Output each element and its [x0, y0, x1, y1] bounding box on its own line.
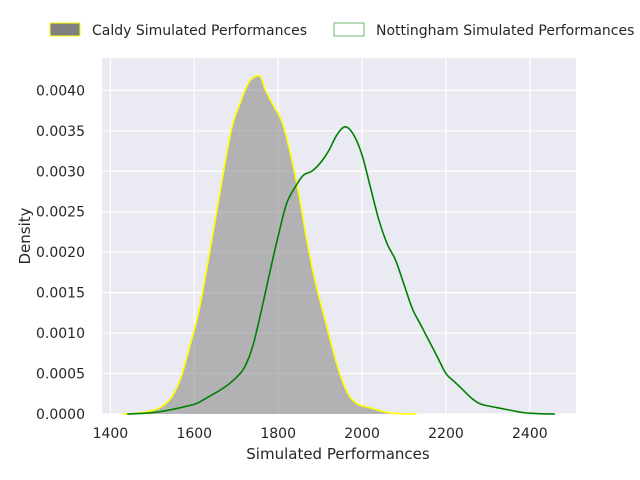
x-axis-ticks: 1400 1600 1800 2000 2200 2400	[93, 426, 548, 442]
series-layer	[122, 74, 556, 415]
plot-background	[102, 58, 576, 414]
x-tick-label: 2200	[428, 426, 464, 442]
legend-label-nottingham: Nottingham Simulated Performances	[376, 23, 634, 39]
y-tick-label: 0.0000	[36, 407, 85, 423]
legend: Caldy Simulated Performances Nottingham …	[49, 22, 634, 39]
x-tick-label: 1600	[176, 426, 212, 442]
legend-swatch-nottingham	[333, 22, 365, 37]
y-axis-ticks: 0.0000 0.0005 0.0010 0.0015 0.0020 0.0025 0.00…	[36, 83, 85, 423]
legend-swatch-caldy	[49, 22, 81, 37]
legend-label-caldy: Caldy Simulated Performances	[92, 23, 307, 39]
y-tick-label: 0.0025	[36, 205, 85, 221]
series-line-caldy	[122, 74, 417, 415]
y-tick-label: 0.0020	[36, 245, 85, 261]
y-tick-label: 0.0040	[36, 83, 85, 99]
y-tick-label: 0.0010	[36, 326, 85, 342]
y-tick-label: 0.0005	[36, 367, 85, 383]
x-tick-label: 1800	[260, 426, 296, 442]
series-area-caldy	[122, 75, 417, 414]
y-tick-label: 0.0035	[36, 124, 85, 140]
x-axis-title: Simulated Performances	[246, 445, 430, 463]
x-tick-label: 2000	[344, 426, 380, 442]
y-tick-label: 0.0030	[36, 164, 85, 180]
x-tick-label: 2400	[512, 426, 548, 442]
series-line-nottingham	[127, 125, 556, 415]
x-tick-label: 1400	[93, 426, 129, 442]
y-axis-title: Density	[16, 207, 34, 264]
y-tick-label: 0.0015	[36, 286, 85, 302]
